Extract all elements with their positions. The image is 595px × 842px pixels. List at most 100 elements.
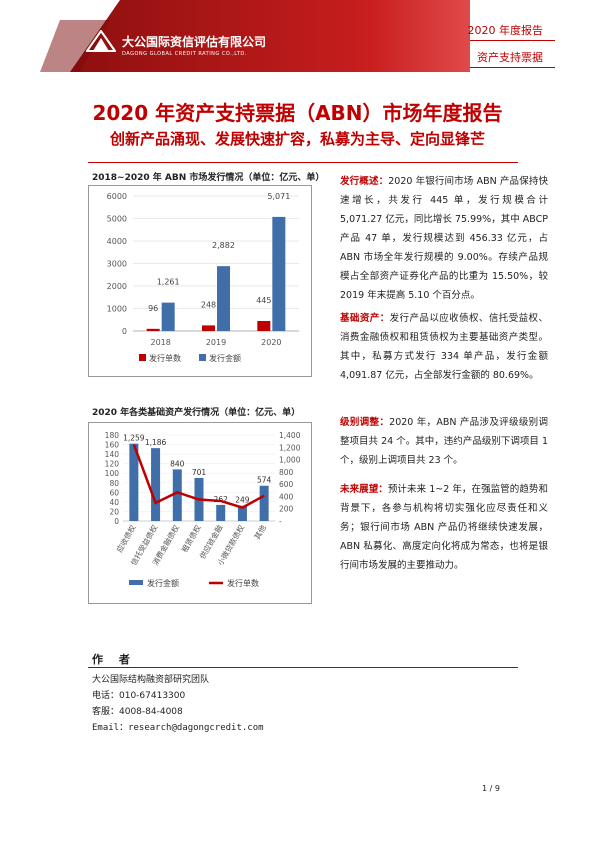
x-tick-label: 2019 <box>206 338 226 347</box>
left-tick-label: 100 <box>105 469 120 478</box>
author-heading: 作 者 <box>92 653 136 666</box>
legend-label: 发行单数 <box>227 578 259 588</box>
x-tick-label: 其他 <box>252 523 268 541</box>
header-divider <box>470 40 555 41</box>
logo-text: 大公国际资信评估有限公司 <box>122 35 267 49</box>
bar-amount <box>259 485 269 521</box>
y-tick-label: 2000 <box>107 282 127 291</box>
left-tick-label: 160 <box>105 441 120 450</box>
left-tick-label: 40 <box>109 498 119 507</box>
data-label: 840 <box>170 459 185 468</box>
left-tick-label: 180 <box>105 431 120 440</box>
right-tick-label: 600 <box>279 480 294 489</box>
author-divider <box>88 667 518 668</box>
data-label: 445 <box>256 296 271 305</box>
right-tick-label: 800 <box>279 468 294 477</box>
section-underlying-assets: 基础资产：发行产品以应收债权、信托受益权、消费金融债权和租赁债权为主要基础资产类… <box>340 309 548 385</box>
left-tick-label: 60 <box>109 488 119 497</box>
data-label: 262 <box>214 495 229 504</box>
data-label: 2,882 <box>212 241 235 250</box>
page-subtitle: 创新产品涌现、发展快速扩容，私募为主导、定向显锋芒 <box>109 130 485 148</box>
title-divider <box>88 162 518 163</box>
right-tick-label: - <box>279 517 282 526</box>
data-label: 5,071 <box>267 192 290 201</box>
y-tick-label: 6000 <box>107 192 127 201</box>
right-tick-label: 400 <box>279 492 294 501</box>
chart2-title: 2020 年各类基础资产发行情况（单位：亿元、单） <box>92 408 301 418</box>
author-team: 大公国际结构融资部研究团队 <box>92 675 210 685</box>
bar-amount <box>151 448 161 521</box>
left-tick-label: 120 <box>105 460 120 469</box>
data-label: 1,186 <box>145 438 167 447</box>
section-key: 发行概述： <box>340 176 389 187</box>
y-tick-label: 0 <box>122 327 127 336</box>
x-tick-label: 2018 <box>150 338 170 347</box>
report-category: 资产支持票据 <box>477 51 543 64</box>
x-tick-label: 租赁债权 <box>179 523 203 554</box>
right-tick-label: 1,000 <box>279 456 301 465</box>
left-tick-label: 0 <box>114 517 119 526</box>
section-rating-adjustment: 级别调整：2020 年，ABN 产品涉及评级级别调整项目共 24 个。其中，违约… <box>340 413 548 470</box>
section-text: 预计未来 1~2 年，在强监管的趋势和背景下，各参与机构将切实强化应尽责任和义务… <box>340 484 548 571</box>
right-tick-label: 1,400 <box>279 431 301 440</box>
legend-swatch <box>129 580 143 585</box>
x-tick-label: 2020 <box>261 338 281 347</box>
bar-amount <box>237 505 247 521</box>
y-tick-label: 4000 <box>107 237 127 246</box>
bar-count <box>257 320 271 331</box>
right-tick-label: 200 <box>279 505 294 514</box>
bar-amount <box>129 443 139 521</box>
page-title: 2020 年资产支持票据（ABN）市场年度报告 <box>92 101 503 125</box>
bar-amount <box>172 469 182 521</box>
legend-label: 发行金额 <box>147 578 179 588</box>
bar-amount <box>216 504 226 521</box>
y-tick-label: 5000 <box>107 215 127 224</box>
data-label: 248 <box>201 300 216 309</box>
header-banner <box>0 0 470 72</box>
left-tick-label: 20 <box>109 507 119 516</box>
logo-subtext: DAGONG GLOBAL CREDIT RATING CO.,LTD. <box>122 51 247 57</box>
section-text: 发行产品以应收债权、信托受益权、消费金融债权和租赁债权为主要基础资产类型。其中，… <box>340 313 548 381</box>
section-text: 2020 年银行间市场 ABN 产品保持快速增长，共发行 445 单，发行规模合… <box>340 176 548 301</box>
legend-swatch <box>199 354 206 361</box>
section-outlook: 未来展望：预计未来 1~2 年，在强监管的趋势和背景下，各参与机构将切实强化应尽… <box>340 480 548 575</box>
x-tick-label: 应收债权 <box>114 523 138 554</box>
line-count <box>132 444 265 509</box>
author-phone: 电话：010-67413300 <box>92 691 186 701</box>
left-tick-label: 140 <box>105 450 120 459</box>
section-key: 基础资产： <box>340 313 390 324</box>
left-tick-label: 80 <box>109 479 119 488</box>
data-label: 701 <box>192 468 207 477</box>
author-email[interactable]: Email：research@dagongcredit.com <box>92 723 264 733</box>
section-key: 未来展望： <box>340 484 388 495</box>
data-label: 1,259 <box>123 434 145 443</box>
legend-swatch <box>139 354 146 361</box>
dagong-logo-icon <box>86 30 116 52</box>
bar-amount <box>217 266 230 331</box>
data-label: 574 <box>257 476 272 485</box>
chart1: 0 1000 2000 3000 4000 5000 6000 96 1,261 2018 248 2… <box>107 192 299 363</box>
bar-amount <box>272 216 286 331</box>
data-label: 96 <box>148 304 158 313</box>
right-tick-label: 1,200 <box>279 443 301 452</box>
chart2-frame: 0 20 40 60 80 100 120 140 160 180 - 200 400 600 800 1,0… <box>88 422 312 604</box>
y-tick-label: 1000 <box>107 305 127 314</box>
chart1-frame: 0 1000 2000 3000 4000 5000 6000 96 1,261 2018 248 2… <box>88 185 312 377</box>
section-key: 级别调整： <box>340 417 390 428</box>
section-overview: 发行概述：2020 年银行间市场 ABN 产品保持快速增长，共发行 445 单，… <box>340 172 548 305</box>
legend-label: 发行单数 <box>149 353 181 363</box>
page-number: 1 / 9 <box>482 784 500 793</box>
y-tick-label: 3000 <box>107 260 127 269</box>
report-type: 2020 年度报告 <box>467 24 544 37</box>
data-label: 1,261 <box>157 278 180 287</box>
chart1-title: 2018~2020 年 ABN 市场发行情况（单位：亿元、单） <box>92 173 325 183</box>
bar-count <box>202 325 215 331</box>
bar-amount <box>161 302 175 331</box>
header-divider <box>470 67 555 68</box>
data-label: 249 <box>235 496 250 505</box>
author-service: 客服：4008-84-4008 <box>92 707 183 717</box>
legend-label: 发行金额 <box>209 353 241 363</box>
bar-count <box>146 328 160 331</box>
section-text: 2020 年，ABN 产品涉及评级级别调整项目共 24 个。其中，违约产品级别下… <box>340 417 548 466</box>
